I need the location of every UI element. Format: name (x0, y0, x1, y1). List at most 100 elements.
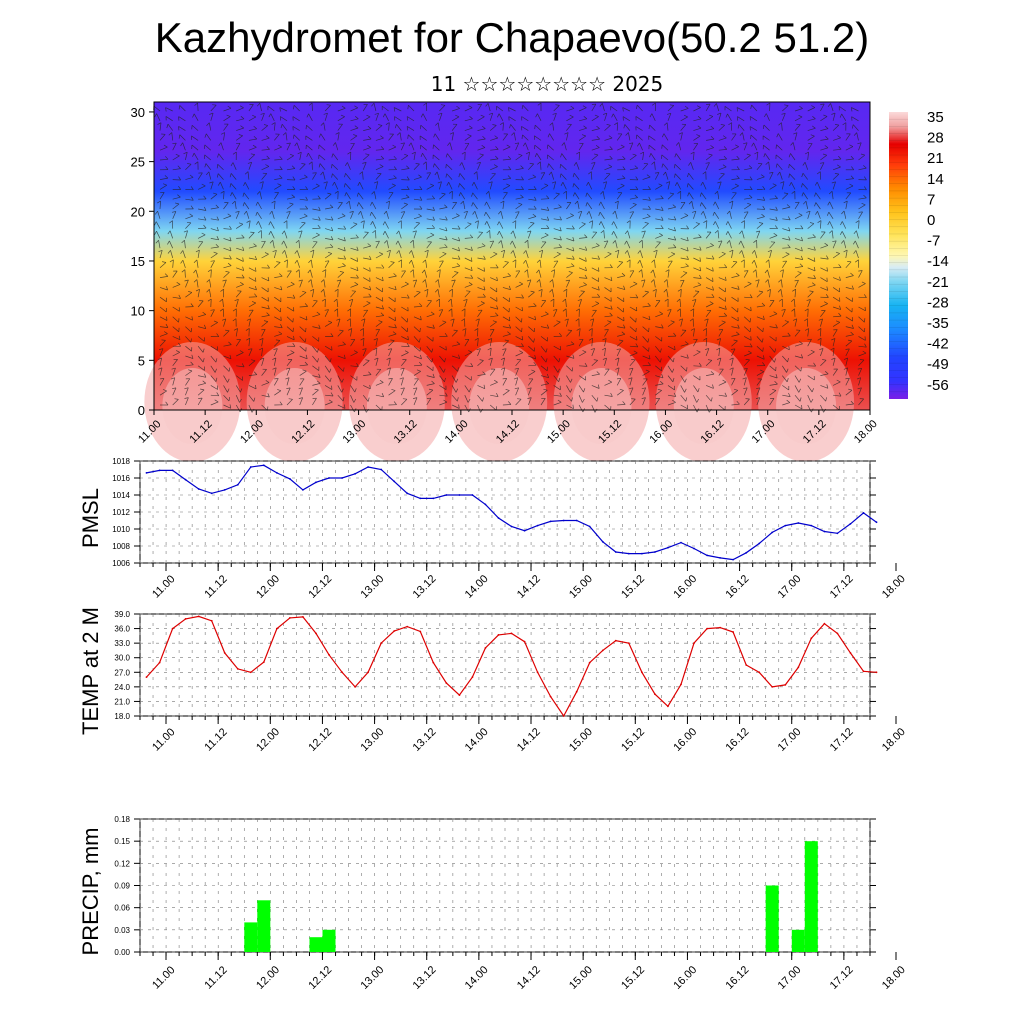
wind-barb (578, 151, 581, 161)
wind-barb (324, 113, 328, 121)
wind-barb-flag (404, 281, 409, 285)
wind-barb (807, 385, 813, 393)
wind-barb (642, 345, 649, 352)
wind-barb (756, 345, 764, 352)
wind-barb (375, 166, 384, 171)
wind-barb-flag (304, 361, 308, 366)
wind-barb (769, 326, 778, 329)
wind-barb (433, 144, 440, 151)
wind-barb (528, 355, 536, 360)
wind-barb-flag (246, 220, 251, 223)
wind-barb-flag (835, 320, 840, 323)
wind-barb (667, 260, 673, 268)
wind-barb-flag (442, 251, 447, 255)
wind-barb (489, 368, 496, 376)
wind-barb (540, 172, 546, 180)
wind-barb (515, 352, 524, 357)
wind-barb-flag (222, 279, 227, 282)
wind-barb (426, 185, 434, 190)
wind-barb (451, 124, 458, 131)
wind-barb-flag (591, 162, 596, 164)
wind-barb-flag (161, 339, 166, 341)
wind-barb (767, 269, 770, 278)
wind-barb (667, 206, 676, 210)
wind-barb-flag (162, 183, 167, 186)
wind-barb-flag (415, 163, 420, 165)
wind-barb (413, 378, 419, 386)
data-point (549, 695, 552, 698)
wind-barb (401, 168, 410, 171)
wind-barb (680, 280, 685, 288)
wind-barb-flag (607, 251, 612, 255)
wind-barb (413, 397, 418, 406)
wind-barb (616, 250, 620, 259)
wind-barb (527, 152, 530, 161)
wind-barb-flag (589, 318, 594, 321)
wind-barb-flag (788, 153, 791, 158)
wind-barb-flag (210, 260, 215, 262)
wind-barb-flag (624, 240, 627, 245)
wind-barb-flag (549, 279, 553, 283)
wind-barb-flag (236, 142, 241, 145)
wind-barb-flag (851, 285, 854, 290)
wind-barb (363, 287, 371, 291)
wind-barb (604, 240, 609, 249)
wind-barb-flag (434, 289, 439, 293)
wind-barb-flag (455, 114, 460, 118)
wind-barb-flag (361, 318, 366, 321)
wind-barb (687, 183, 694, 190)
wind-barb-flag (716, 338, 721, 341)
wind-barb (553, 309, 558, 317)
data-point (419, 497, 422, 500)
wind-barb-flag (749, 294, 753, 298)
wind-barb-flag (408, 142, 412, 147)
wind-barb (312, 185, 320, 190)
wind-barb-flag (175, 202, 180, 205)
wind-barb-flag (232, 318, 237, 322)
wind-barb-flag (201, 232, 206, 236)
wind-barb (335, 142, 339, 151)
wind-barb (159, 177, 168, 180)
wind-barb-flag (762, 124, 765, 129)
wind-barb (286, 399, 293, 406)
wind-barb-flag (194, 161, 199, 165)
wind-barb (731, 334, 740, 337)
wind-barb (337, 272, 345, 278)
wind-barb-flag (788, 236, 791, 241)
wind-barb-flag (305, 205, 308, 210)
wind-barb (782, 247, 791, 249)
wind-barb-flag (358, 210, 361, 215)
y-tick-label: 1014 (112, 491, 130, 500)
wind-barb-flag (559, 392, 562, 397)
data-point (406, 625, 409, 628)
wind-barb-flag (850, 272, 854, 276)
wind-barb (691, 201, 694, 210)
wind-barb (210, 375, 217, 382)
wind-barb (655, 336, 662, 342)
wind-barb-flag (480, 114, 485, 118)
wind-barb-flag (520, 165, 524, 169)
wind-barb-flag (202, 348, 205, 353)
wind-barb-flag (248, 348, 253, 350)
wind-barb-flag (813, 274, 816, 279)
y-tick-label: 21.0 (114, 697, 130, 706)
wind-barb (350, 375, 358, 381)
wind-barb-flag (509, 124, 511, 129)
wind-barb-flag (286, 142, 291, 145)
wind-barb (159, 306, 167, 313)
wind-barb-flag (712, 267, 714, 272)
wind-barb (614, 210, 618, 219)
wind-barb (274, 275, 283, 278)
wind-barb-flag (824, 301, 828, 305)
wind-barb (622, 116, 631, 122)
wind-barb (667, 238, 676, 241)
wind-barb (477, 394, 483, 402)
wind-barb-flag (467, 398, 471, 403)
wind-barb (780, 289, 783, 298)
wind-barb-flag (213, 320, 218, 323)
wind-barb-flag (265, 380, 270, 383)
wind-barb (743, 211, 749, 219)
wind-barb-flag (157, 122, 162, 125)
wind-barb (273, 250, 277, 259)
wind-barb (223, 279, 227, 288)
